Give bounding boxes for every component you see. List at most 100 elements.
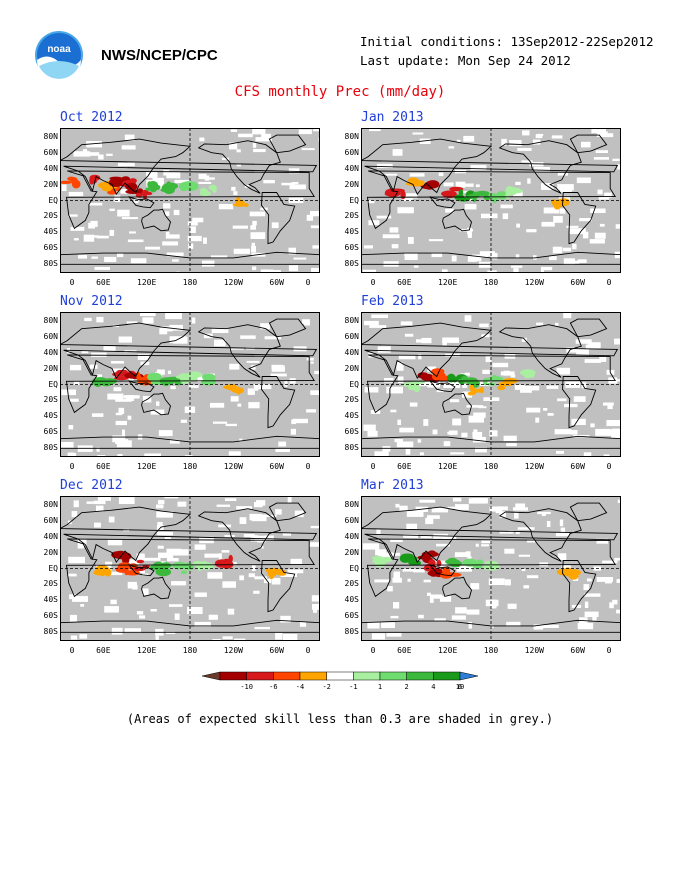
lon-tick: 60E (397, 278, 412, 287)
noaa-logo: noaa (35, 31, 83, 80)
lat-tick: 60S (344, 611, 359, 621)
colorbar-label: 2 (405, 683, 409, 691)
colorbar-bin (246, 671, 274, 681)
skill-note: (Areas of expected skill less than 0.3 a… (126, 712, 554, 726)
lat-tick: 40N (43, 347, 58, 357)
lat-tick: 20S (344, 579, 359, 589)
colorbar-bin (326, 671, 354, 681)
lat-tick: 60N (43, 147, 58, 157)
lon-tick: 120W (524, 462, 544, 471)
coastlines (361, 318, 621, 449)
lon-tick: 60W (570, 278, 585, 287)
lon-tick: 0 (69, 646, 75, 655)
lon-tick: 60W (570, 462, 585, 471)
lon-tick: 120E (438, 646, 458, 655)
precip-map-mar (361, 496, 621, 641)
lon-tick: 120E (438, 278, 458, 287)
lat-tick: 40S (344, 595, 359, 605)
lon-tick: 0 (305, 462, 311, 471)
colorbar-label: -4 (296, 683, 304, 691)
lat-tick: 80S (344, 443, 359, 453)
lon-tick: 60E (96, 646, 111, 655)
map-panel-mar: Mar 2013 80N 60N 40N 20N EQ 20S 40S 60S 80S 0 60E 12… (345, 478, 621, 656)
lat-tick: 20N (43, 363, 58, 373)
coastlines (60, 134, 320, 265)
lat-tick: 60S (344, 243, 359, 253)
lon-tick: 60W (570, 646, 585, 655)
lon-tick: 120E (137, 462, 157, 471)
panel-title-dec: Dec 2012 (60, 478, 123, 493)
lat-tick: 40S (344, 411, 359, 421)
precip-map-feb (361, 312, 621, 457)
colorbar-bin (433, 671, 461, 681)
skill-patches (362, 497, 621, 641)
map-panel-jan: Jan 2013 80N 60N 40N 20N EQ 20S 40S 60S 80S 0 60E 12… (345, 110, 621, 290)
lat-tick: EQ (48, 195, 58, 205)
colorbar-bin (273, 671, 301, 681)
lat-tick: 60S (43, 611, 58, 621)
lat-tick: EQ (48, 563, 58, 573)
lon-tick: 180 (483, 278, 499, 287)
lat-tick: 20N (344, 363, 359, 373)
lat-tick: 20N (43, 547, 58, 557)
colorbar-bin (379, 671, 407, 681)
lat-tick: 60N (344, 515, 359, 525)
lat-tick: 80N (344, 131, 359, 141)
lat-tick: 40N (344, 531, 359, 541)
precip-map-jan (361, 128, 621, 273)
panel-title-oct: Oct 2012 (60, 110, 123, 125)
lat-tick: 20S (344, 211, 359, 221)
colorbar-bin (219, 671, 247, 681)
lat-tick: 40N (344, 347, 359, 357)
lat-tick: 80N (43, 131, 58, 141)
initial-conditions: Initial conditions: 13Sep2012-22Sep2012 (360, 34, 654, 49)
lon-tick: 180 (483, 462, 499, 471)
lon-tick: 60W (269, 278, 284, 287)
lon-tick: 180 (182, 462, 198, 471)
lon-tick: 120W (524, 278, 544, 287)
colorbar-min-arrow (201, 671, 221, 681)
lat-tick: 60N (43, 515, 58, 525)
colorbar-label: 4 (431, 683, 435, 691)
precip-map-nov (60, 312, 320, 457)
lon-tick: 0 (305, 278, 311, 287)
lat-tick: 20N (43, 179, 58, 189)
lon-tick: 120W (223, 646, 243, 655)
colorbar-label: -6 (269, 683, 277, 691)
lon-tick: 0 (69, 462, 75, 471)
lat-tick: 20N (344, 179, 359, 189)
lon-tick: 0 (370, 462, 376, 471)
lat-tick: 60S (43, 427, 58, 437)
lon-tick: 0 (606, 278, 612, 287)
panel-title-nov: Nov 2012 (60, 294, 123, 309)
lat-tick: 40N (344, 163, 359, 173)
lat-tick: EQ (349, 195, 359, 205)
lon-tick: 180 (182, 646, 198, 655)
lon-tick: 0 (305, 646, 311, 655)
lon-tick: 0 (370, 646, 376, 655)
lon-tick: 0 (606, 646, 612, 655)
lat-tick: 40N (43, 531, 58, 541)
lon-tick: 60W (269, 462, 284, 471)
lon-tick: 120E (137, 646, 157, 655)
map-panel-nov: Nov 2012 80N 60N 40N 20N EQ 20S 40S 60S 80S 0 60E 12… (44, 294, 320, 474)
lat-tick: 80S (43, 259, 58, 269)
colorbar-label: -1 (349, 683, 357, 691)
lon-tick: 120E (137, 278, 157, 287)
lat-tick: EQ (349, 379, 359, 389)
page-title: CFS monthly Prec (mm/day) (234, 84, 446, 100)
lat-tick: EQ (48, 379, 58, 389)
map-panel-oct: Oct 2012 80N 60N 40N 20N EQ 20S 40S 60S 80S 0 60E 12… (44, 110, 320, 288)
lon-tick: 180 (483, 646, 499, 655)
panel-title-jan: Jan 2013 (361, 110, 424, 125)
lon-tick: 120W (223, 278, 243, 287)
colorbar-bin (353, 671, 381, 681)
lon-tick: 120E (438, 462, 458, 471)
lat-tick: 20S (43, 211, 58, 221)
precip-map-oct (60, 128, 320, 273)
lon-tick-labels: 0 60E 120E 180 120W 60W 0 (60, 462, 320, 474)
map-panel-feb: Feb 2013 80N 60N 40N 20N EQ 20S 40S 60S 80S 0 60E 12… (345, 294, 621, 472)
lat-tick: 20N (344, 547, 359, 557)
precip-map-dec (60, 496, 320, 641)
lon-tick-labels: 0 60E 120E 180 120W 60W 0 (361, 278, 621, 290)
